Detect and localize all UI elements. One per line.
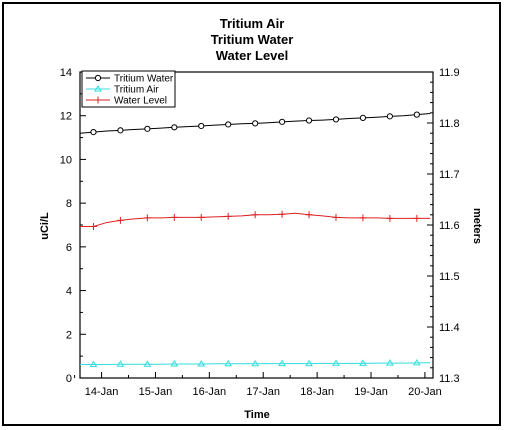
legend-label: Tritium Water xyxy=(114,74,174,85)
data-point xyxy=(89,360,98,367)
y-tick-label: 0 xyxy=(66,373,72,385)
data-point xyxy=(278,210,286,218)
chart-title-line-3: Water Level xyxy=(216,48,289,63)
x-tick-label: 20-Jan xyxy=(408,386,442,398)
data-point xyxy=(359,114,367,122)
legend-marker xyxy=(94,96,102,104)
data-point xyxy=(171,124,178,131)
data-point xyxy=(359,214,367,222)
data-point xyxy=(170,360,179,367)
legend-label: Water Level xyxy=(114,96,167,107)
data-point xyxy=(117,127,124,134)
y2-tick-label: 11.6 xyxy=(439,220,460,232)
plot-area xyxy=(79,71,434,379)
chart-title-line-1: Tritium Air xyxy=(220,16,285,31)
data-point xyxy=(386,214,394,222)
y-tick-label: 8 xyxy=(66,198,72,210)
data-point xyxy=(305,117,313,124)
data-point xyxy=(305,359,313,367)
series-tritium-air xyxy=(80,358,431,367)
data-point xyxy=(116,216,124,224)
y2-tick-label: 11.9 xyxy=(439,67,460,79)
series-line xyxy=(80,362,431,365)
data-point xyxy=(251,211,259,219)
data-point xyxy=(278,359,286,367)
series-tritium-water xyxy=(79,111,431,136)
data-point xyxy=(278,118,286,125)
y-tick-label: 12 xyxy=(60,111,72,123)
x-tick-label: 19-Jan xyxy=(354,386,388,398)
data-point xyxy=(225,121,232,128)
data-point xyxy=(332,213,340,221)
data-point xyxy=(359,359,367,366)
data-point xyxy=(90,129,97,136)
data-point xyxy=(386,113,393,120)
y-tick-label: 14 xyxy=(60,67,72,79)
y-tick-label: 2 xyxy=(66,329,72,341)
series-water-level xyxy=(80,210,431,231)
data-point xyxy=(305,211,313,219)
data-point xyxy=(332,116,340,123)
data-point xyxy=(412,358,421,366)
y2-tick-label: 11.8 xyxy=(439,118,460,130)
data-point xyxy=(170,213,178,221)
y-axis-label-left: uCi/L xyxy=(39,212,51,240)
data-point xyxy=(116,360,125,367)
x-tick-label: 17-Jan xyxy=(246,386,280,398)
data-point xyxy=(197,213,205,221)
data-point xyxy=(252,120,259,127)
y-tick-label: 10 xyxy=(60,154,72,166)
legend-marker xyxy=(94,85,102,92)
x-tick-label: 15-Jan xyxy=(139,386,173,398)
data-point xyxy=(251,359,260,367)
y-tick-label: 6 xyxy=(66,242,72,254)
data-point xyxy=(413,214,421,222)
data-point xyxy=(224,212,232,220)
data-point xyxy=(144,125,151,132)
data-point xyxy=(143,214,151,222)
data-point xyxy=(413,111,420,118)
data-point xyxy=(143,360,152,367)
y-tick-label: 4 xyxy=(66,286,72,298)
y2-tick-label: 11.4 xyxy=(439,322,460,334)
y2-tick-label: 11.5 xyxy=(439,271,460,283)
legend-marker xyxy=(94,74,102,82)
x-axis-label: Time xyxy=(244,409,269,421)
x-tick-label: 18-Jan xyxy=(300,386,334,398)
data-point xyxy=(197,360,206,367)
y-axis-label-right: meters xyxy=(471,208,483,244)
data-point xyxy=(332,359,340,366)
chart-title-line-2: Tritium Water xyxy=(211,32,294,47)
y2-tick-label: 11.3 xyxy=(439,373,460,385)
x-tick-label: 16-Jan xyxy=(193,386,227,398)
data-point xyxy=(89,223,97,231)
data-point xyxy=(386,359,394,366)
legend-label: Tritium Air xyxy=(114,85,159,96)
data-point xyxy=(224,359,233,367)
data-point xyxy=(198,122,205,130)
y2-tick-label: 11.7 xyxy=(439,169,460,181)
x-tick-label: 14-Jan xyxy=(85,386,119,398)
